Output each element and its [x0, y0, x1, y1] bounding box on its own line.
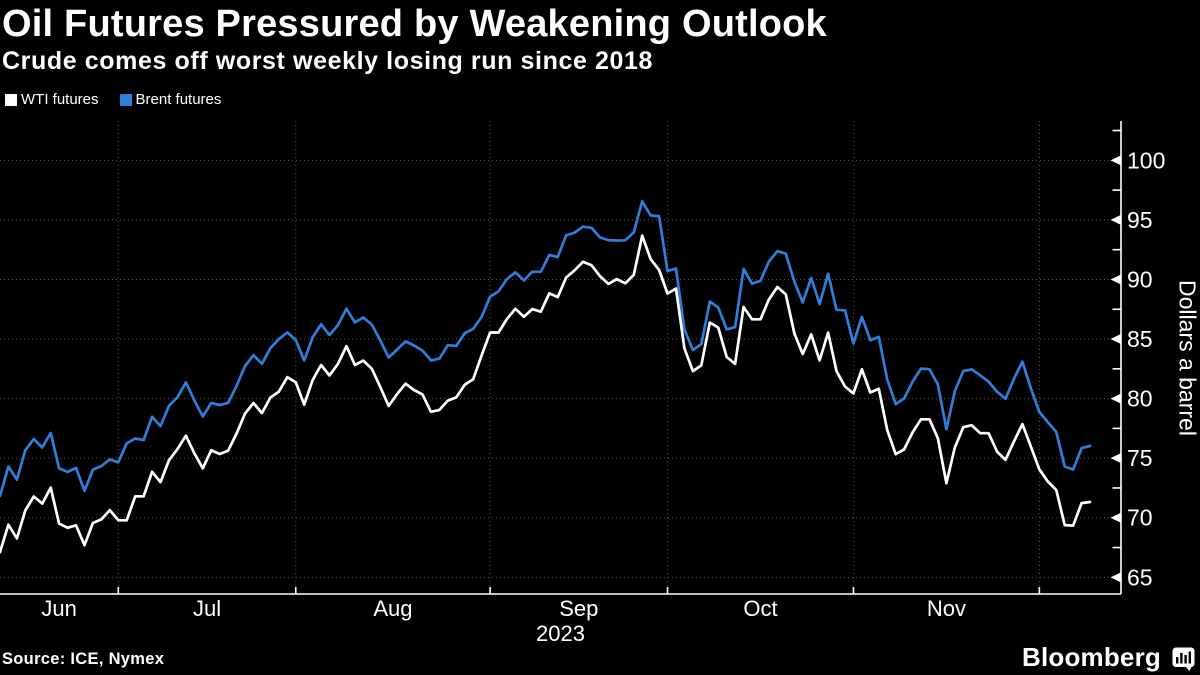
bloomberg-logo: Bloomberg [1022, 642, 1195, 673]
y-tick-label: 85 [1127, 326, 1153, 352]
wti-legend-swatch [5, 93, 17, 106]
wti-legend-label: WTI futures [21, 91, 99, 108]
chart-legend: WTI futures Brent futures [5, 91, 242, 108]
brent-line [0, 200, 1092, 498]
y-tick-arrow [1110, 393, 1121, 404]
y-tick-label: 65 [1127, 564, 1153, 590]
chart-title: Oil Futures Pressured by Weakening Outlo… [2, 3, 827, 45]
y-tick-label: 95 [1127, 207, 1153, 233]
y-tick-arrow [1110, 214, 1121, 225]
month-label: Nov [927, 596, 966, 621]
year-label: 2023 [536, 621, 585, 646]
y-tick-label: 75 [1127, 445, 1153, 471]
month-label: Aug [373, 596, 412, 621]
month-label: Jun [41, 596, 76, 621]
brent-legend-label: Brent futures [135, 91, 222, 108]
y-tick-arrow [1110, 274, 1121, 285]
y-axis-title: Dollars a barrel [1174, 279, 1200, 436]
y-tick-arrow [1110, 334, 1121, 345]
gridlines [0, 121, 1121, 594]
brent-legend-swatch [119, 93, 132, 106]
bloomberg-logo-icon [1172, 647, 1195, 671]
month-label: Sep [559, 596, 598, 621]
legend-item-wti: WTI futures [5, 91, 99, 108]
y-tick-arrow [1110, 512, 1121, 523]
legend-item-brent: Brent futures [119, 91, 222, 108]
bloomberg-logo-text: Bloomberg [1021, 642, 1161, 672]
x-axis-labels: Jun Jul Aug Sep Oct Nov 2023 [41, 596, 966, 646]
axes [0, 121, 1122, 595]
month-label: Jul [193, 596, 221, 621]
y-tick-label: 80 [1127, 386, 1153, 412]
y-tick-labels: 65 70 75 80 85 90 95 100 [1110, 147, 1165, 590]
chart-subtitle: Crude comes off worst weekly losing run … [2, 47, 654, 75]
month-label: Oct [743, 596, 777, 621]
y-tick-label: 70 [1127, 505, 1153, 531]
y-tick-arrow [1110, 453, 1121, 464]
y-tick-arrow [1110, 572, 1121, 583]
y-tick-arrow [1110, 155, 1121, 166]
y-tick-label: 100 [1127, 147, 1165, 173]
source-note: Source: ICE, Nymex [2, 650, 165, 668]
y-tick-label: 90 [1127, 266, 1153, 292]
wti-line [0, 234, 1092, 554]
